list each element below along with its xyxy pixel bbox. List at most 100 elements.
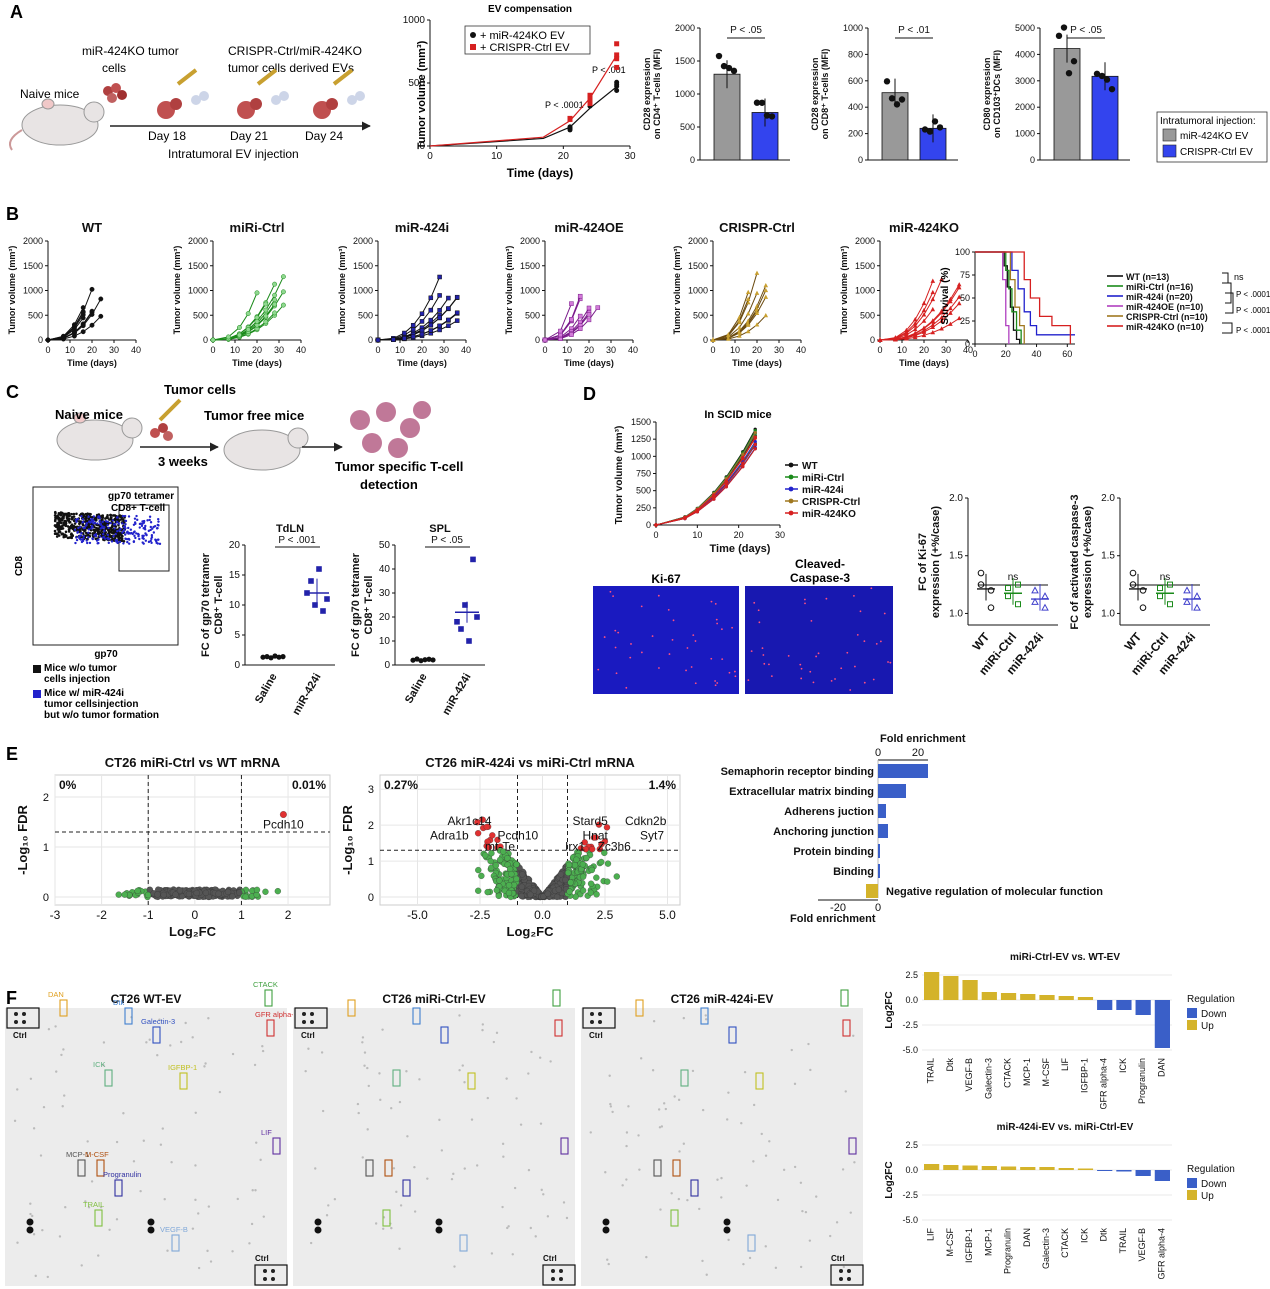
array-3-background-spot <box>638 1168 641 1171</box>
flow-event-blue <box>79 525 82 529</box>
array-3-background-spot <box>589 1131 592 1134</box>
survival-legend-label: miR-424KO (n=10) <box>1126 322 1204 332</box>
flow-event-black <box>63 534 67 538</box>
growth-2-point <box>263 301 269 307</box>
volcano-2-gene-fc <box>565 869 572 876</box>
growth-6-point <box>893 336 898 341</box>
scid-legend-label: miRi-Ctrl <box>802 473 844 484</box>
mfi-chart-3-ytick-label: 1000 <box>1015 129 1035 139</box>
day18-label: Day 18 <box>148 129 186 143</box>
volcano-2-gene-ns <box>562 876 569 884</box>
growth-5-ytick-label: 2000 <box>688 236 708 246</box>
volcano-2-gene-down <box>479 816 486 823</box>
growth-3-point <box>454 294 460 300</box>
array-3-background-spot <box>670 1192 673 1195</box>
array-3-background-spot <box>637 1134 640 1137</box>
flow-event-blue <box>128 542 131 545</box>
flow-event-black <box>60 517 64 520</box>
gp70-plot-2-mir-point <box>474 614 480 620</box>
array-1-spot-box <box>152 1026 161 1044</box>
ki67-positive-cell <box>615 672 618 675</box>
array-3-spot-box <box>747 1234 756 1252</box>
flow-event-blue <box>99 523 103 526</box>
volcano-1-gene-ns <box>224 888 232 896</box>
array-3-background-spot <box>627 1105 630 1108</box>
log2fc-chart-2-category-label: GFR alpha-4 <box>1156 1228 1166 1280</box>
flow-event-blue <box>76 517 80 521</box>
ki67-plot-point <box>987 587 995 594</box>
volcano-1-ytick-label: 0 <box>43 892 49 904</box>
volcano-1-gene-ns <box>176 887 184 894</box>
array-1-strong-spot <box>147 1226 155 1234</box>
gp70-plot-2-ylabel-2: CD8⁺ T-cell <box>363 576 375 635</box>
go-term-label: Anchoring junction <box>773 826 874 838</box>
array-1-background-spot <box>99 1206 103 1209</box>
array-3-background-spot <box>808 1239 812 1242</box>
array-1-background-spot <box>250 1222 254 1226</box>
growth-3-point <box>402 336 407 341</box>
flow-event-blue <box>102 533 105 536</box>
scid-legend-label: miR-424KO <box>802 509 856 520</box>
ki67-positive-cell <box>694 682 697 685</box>
caspase-plot-ytick-label: 1.0 <box>1101 608 1115 619</box>
growth-3-ytick-label: 2000 <box>353 236 373 246</box>
volcano-1-gene-ns <box>185 890 193 898</box>
growth-3-point <box>428 317 434 323</box>
volcano-2-xtick-label: 0.0 <box>534 908 551 922</box>
growth-5-xtick-label: 20 <box>752 345 762 355</box>
array-1-background-spot <box>207 1017 210 1020</box>
array-3-background-spot <box>701 1108 705 1112</box>
caspase3-positive-cell <box>804 602 806 605</box>
array-1-ctrl-label-bottom: Ctrl <box>255 1254 269 1263</box>
flow-event-black <box>61 527 65 530</box>
volcano-2-gene-fc <box>593 874 600 881</box>
array-3-ctrl-spot <box>598 1012 602 1016</box>
scid-legend-marker <box>788 498 794 504</box>
ki67-positive-cell <box>716 682 719 684</box>
caspase3-positive-cell <box>834 678 836 680</box>
array-1-spot-box <box>179 1072 188 1090</box>
array-3-spot-box <box>635 999 644 1017</box>
array-1-ctrl-box-bottom <box>254 1264 288 1286</box>
array-1-background-spot <box>159 1143 163 1146</box>
flow-event-blue <box>91 537 94 540</box>
growth-3-point <box>428 322 434 328</box>
flow-event-blue <box>123 514 127 518</box>
gp70-plot-2-mir-point <box>454 619 460 625</box>
flow-plot: gp70 tetramer CD8+ T-cell CD8 gp70 Mice … <box>14 486 179 721</box>
array-3-spot-box <box>728 1026 737 1044</box>
volcano-2-gene-fc <box>492 862 500 869</box>
day21-label: Day 21 <box>230 129 268 143</box>
mfi-chart-1-ytick-label: 500 <box>680 122 695 132</box>
scid-point <box>654 523 658 527</box>
array-1-ctrl-spot <box>271 1269 275 1273</box>
scid-point <box>753 435 757 439</box>
mfi-chart-3-p-value: P < .05 <box>1070 25 1102 36</box>
flow-event-black <box>84 531 88 535</box>
scid-curve <box>655 438 756 526</box>
mfi-chart-2-ytick-label: 800 <box>848 49 863 59</box>
ihc-images: Ki-67 Cleaved- Caspase-3 <box>593 557 893 694</box>
flow-event-blue <box>131 532 134 536</box>
flow-event-black <box>113 517 117 521</box>
growth-6-xtick-label: 10 <box>897 345 907 355</box>
flow-event-blue <box>99 527 102 530</box>
volcano-2-gene-label: Cdkn2b <box>625 814 667 828</box>
caspase3-positive-cell <box>863 681 866 684</box>
flow-legend-1b: cells injection <box>44 674 110 685</box>
flow-event-black <box>92 528 96 532</box>
caspase3-positive-cell <box>849 689 852 691</box>
flow-event-blue <box>124 519 128 523</box>
array-3-background-spot <box>745 1184 748 1187</box>
array-3-background-spot <box>720 1196 723 1199</box>
growth-2-point <box>210 337 216 343</box>
caspase-plot-point <box>1193 603 1201 611</box>
volcano-2-gene-fc <box>482 852 489 859</box>
array-1-background-spot <box>55 1070 58 1073</box>
growth-5-xtick-label: 10 <box>730 345 740 355</box>
volcano-2-xtick-label: -2.5 <box>470 908 491 922</box>
array-2-background-spot <box>490 1252 494 1255</box>
array-3-spot-box <box>680 1069 689 1087</box>
volcano-1-xtick-label: -1 <box>143 908 154 922</box>
array-1-strong-spot <box>26 1218 34 1226</box>
